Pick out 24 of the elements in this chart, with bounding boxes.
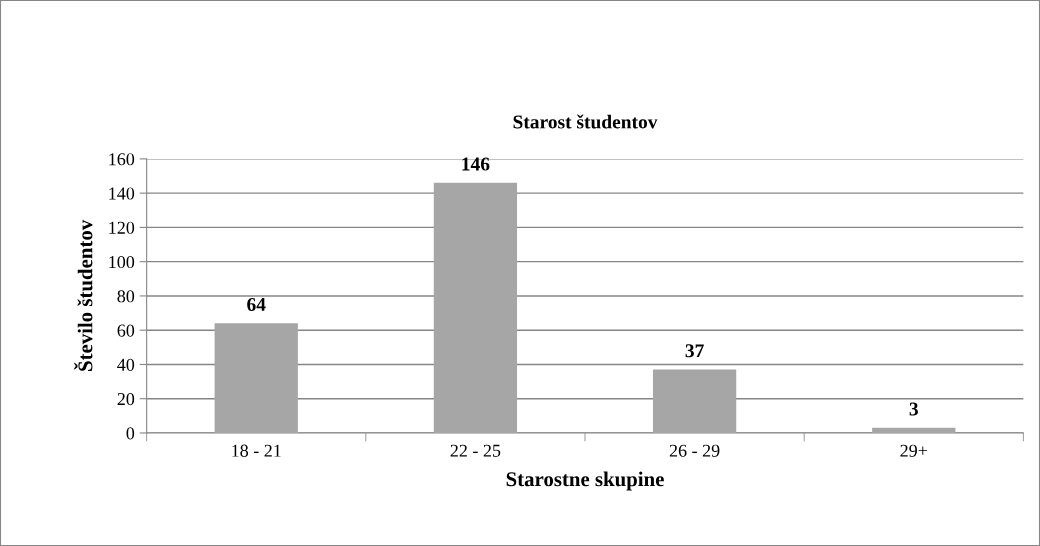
x-tick-label: 22 - 25 bbox=[450, 444, 501, 457]
bar bbox=[872, 427, 956, 433]
x-tick-label: 29+ bbox=[900, 444, 928, 457]
x-axis-title: Starostne skupine bbox=[506, 471, 664, 491]
bar bbox=[214, 323, 298, 433]
y-tick-label: 0 bbox=[126, 427, 135, 440]
data-label: 37 bbox=[685, 344, 704, 358]
chart-title: Starost študentov bbox=[513, 114, 658, 129]
data-label: 3 bbox=[909, 402, 918, 416]
y-tick-label: 140 bbox=[109, 187, 135, 200]
y-tick-label: 100 bbox=[109, 255, 135, 269]
y-axis-title: Število študentov bbox=[74, 219, 93, 371]
data-label: 64 bbox=[247, 297, 266, 312]
data-label: 146 bbox=[462, 157, 490, 171]
x-tick-label: 26 - 29 bbox=[669, 444, 720, 457]
y-tick-label: 80 bbox=[117, 290, 135, 303]
y-tick-label: 160 bbox=[109, 153, 135, 166]
y-tick-label: 120 bbox=[109, 221, 135, 234]
bar bbox=[652, 369, 737, 433]
y-tick-label: 60 bbox=[117, 324, 135, 337]
bar bbox=[433, 182, 518, 433]
x-tick-label: 18 - 21 bbox=[232, 444, 281, 457]
y-tick-label: 20 bbox=[117, 392, 135, 406]
y-tick-label: 40 bbox=[117, 358, 135, 371]
